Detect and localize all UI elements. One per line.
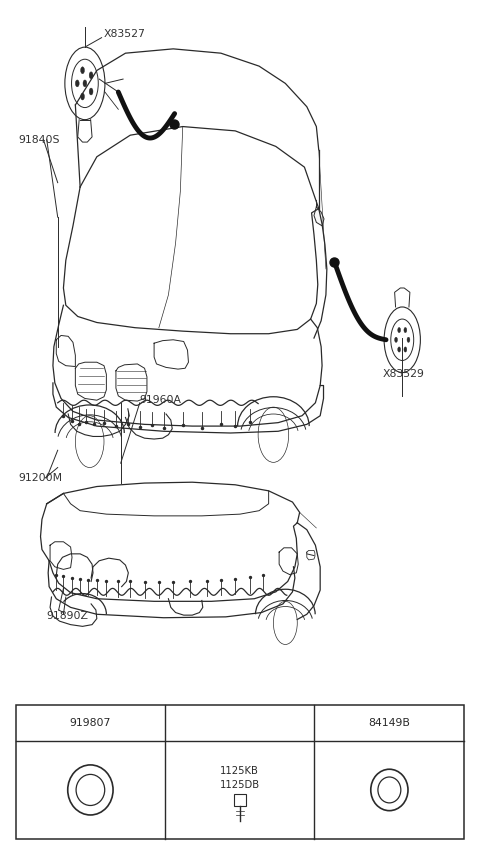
- Text: 91840S: 91840S: [18, 134, 60, 145]
- Text: X83529: X83529: [383, 369, 425, 379]
- Text: 91200M: 91200M: [18, 473, 62, 483]
- Bar: [234, 794, 245, 806]
- Circle shape: [398, 327, 401, 333]
- Circle shape: [89, 72, 93, 79]
- Circle shape: [404, 347, 407, 352]
- Text: 919807: 919807: [70, 718, 111, 728]
- Text: 1125KB: 1125KB: [220, 766, 259, 776]
- Circle shape: [407, 337, 410, 342]
- Circle shape: [81, 93, 84, 100]
- Text: 91960A: 91960A: [140, 395, 182, 405]
- Circle shape: [83, 80, 87, 87]
- Circle shape: [395, 337, 397, 342]
- Text: 1125DB: 1125DB: [220, 779, 260, 790]
- Circle shape: [89, 88, 93, 95]
- Circle shape: [81, 67, 84, 74]
- Text: X83527: X83527: [104, 29, 146, 39]
- Polygon shape: [314, 207, 324, 226]
- Bar: [16, 705, 464, 838]
- Circle shape: [398, 347, 401, 352]
- Text: 84149B: 84149B: [369, 718, 410, 728]
- Circle shape: [404, 327, 407, 333]
- Text: 91890Z: 91890Z: [47, 611, 89, 621]
- Circle shape: [75, 80, 79, 87]
